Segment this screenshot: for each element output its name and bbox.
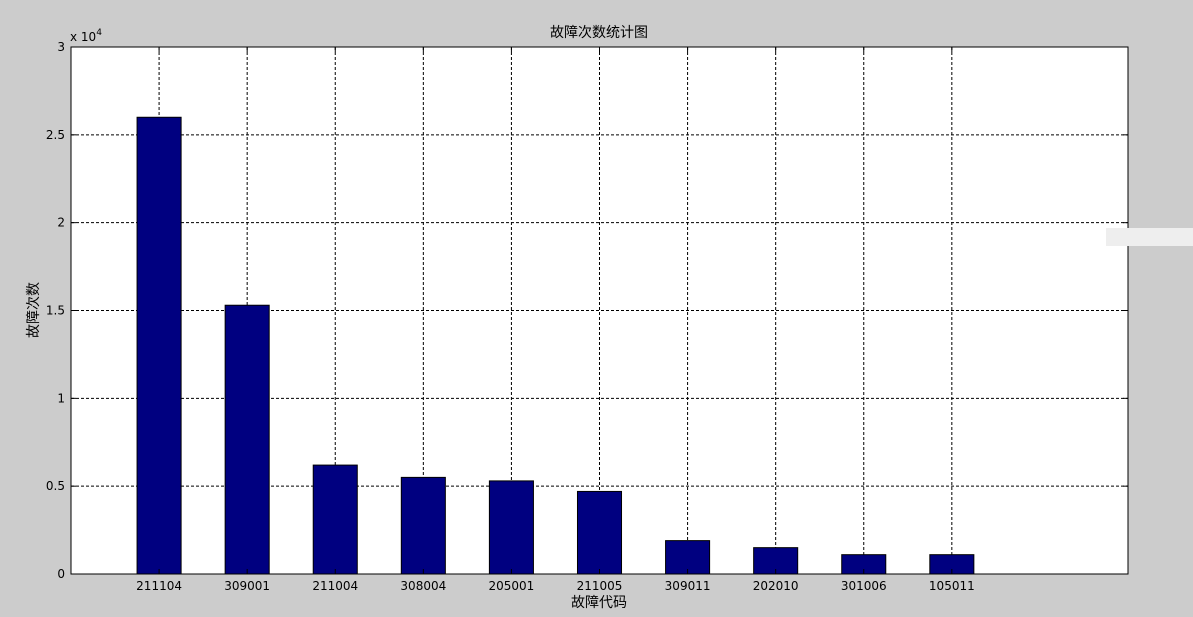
bar-205001	[488, 480, 534, 575]
x-tick-labels: 211104 309001 211004 308004 205001 211005 3090…	[136, 579, 975, 593]
x-tick-label: 211005	[577, 579, 623, 593]
y-multiplier-base: x 10	[70, 30, 96, 44]
y-tick-label: 2	[57, 216, 65, 230]
x-tick-label: 309001	[224, 579, 270, 593]
x-tick-label: 301006	[841, 579, 887, 593]
x-tick-label: 105011	[929, 579, 975, 593]
y-tick-label: 1.5	[46, 304, 65, 318]
x-tick-label: 211004	[312, 579, 358, 593]
y-multiplier-label: x 104	[70, 28, 102, 44]
y-tick-label: 0	[57, 567, 65, 581]
bar-211104	[136, 116, 182, 575]
bar-309011	[665, 540, 711, 575]
bars	[136, 116, 975, 575]
x-tick-label: 308004	[400, 579, 446, 593]
y-tick-label: 2.5	[46, 128, 65, 142]
side-panel-strip	[1106, 228, 1193, 246]
y-axis-title: 故障次数	[26, 282, 42, 338]
ticks	[71, 46, 1128, 575]
x-axis-title: 故障代码	[571, 595, 627, 611]
y-tick-label: 1	[57, 391, 65, 405]
chart-title: 故障次数统计图	[550, 25, 648, 41]
bar-309001	[224, 304, 270, 575]
y-tick-labels: 0 0.5 1 1.5 2 2.5 3	[46, 40, 65, 581]
bar-308004	[400, 476, 446, 575]
y-tick-label: 3	[57, 40, 65, 54]
x-tick-label: 211104	[136, 579, 182, 593]
y-tick-label: 0.5	[46, 479, 65, 493]
x-tick-label: 202010	[753, 579, 799, 593]
x-tick-label: 309011	[665, 579, 711, 593]
bar-211004	[312, 464, 358, 575]
bar-211005	[576, 490, 623, 575]
y-multiplier-exponent: 4	[96, 28, 102, 38]
x-tick-label: 205001	[489, 579, 535, 593]
